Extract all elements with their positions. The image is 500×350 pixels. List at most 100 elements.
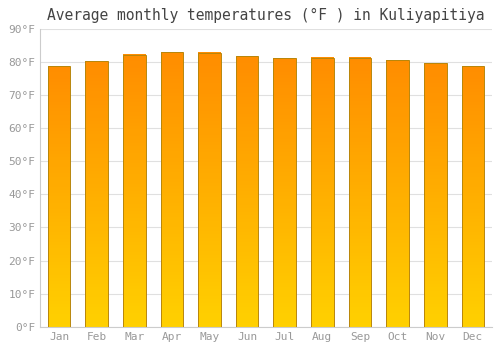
Bar	[236, 124, 258, 127]
Bar	[86, 260, 108, 264]
Bar	[274, 193, 296, 196]
Bar	[424, 314, 446, 317]
Bar	[274, 65, 296, 68]
Bar	[236, 80, 258, 83]
Bar	[198, 316, 221, 320]
Bar	[236, 114, 258, 117]
Bar	[198, 131, 221, 135]
Bar	[424, 116, 446, 119]
Bar	[348, 172, 372, 175]
Bar	[462, 265, 484, 268]
Bar	[462, 82, 484, 85]
Bar	[48, 92, 70, 95]
Bar	[236, 168, 258, 171]
Bar	[86, 214, 108, 217]
Bar	[198, 97, 221, 100]
Bar	[311, 88, 334, 91]
Bar	[236, 208, 258, 212]
Bar	[236, 323, 258, 327]
Bar	[274, 300, 296, 303]
Bar	[123, 323, 146, 327]
Bar	[236, 131, 258, 134]
Bar	[348, 229, 372, 232]
Bar	[236, 56, 258, 327]
Bar	[48, 307, 70, 310]
Bar	[123, 95, 146, 99]
Bar	[48, 193, 70, 196]
Bar	[462, 304, 484, 307]
Bar	[274, 125, 296, 129]
Bar	[160, 120, 183, 124]
Bar	[86, 78, 108, 82]
Bar	[311, 101, 334, 105]
Bar	[236, 171, 258, 175]
Bar	[86, 297, 108, 300]
Bar	[236, 262, 258, 266]
Bar	[274, 108, 296, 112]
Bar	[236, 269, 258, 273]
Bar	[424, 178, 446, 182]
Bar	[198, 279, 221, 282]
Bar	[48, 95, 70, 98]
Bar	[311, 196, 334, 199]
Bar	[86, 207, 108, 211]
Bar	[86, 68, 108, 71]
Bar	[311, 313, 334, 317]
Bar	[462, 183, 484, 187]
Bar	[462, 131, 484, 134]
Bar	[348, 61, 372, 64]
Bar	[311, 165, 334, 169]
Bar	[123, 313, 146, 317]
Bar	[274, 85, 296, 89]
Bar	[311, 169, 334, 172]
Bar	[160, 131, 183, 134]
Bar	[86, 134, 108, 138]
Bar	[386, 240, 409, 243]
Bar	[123, 194, 146, 197]
Bar	[462, 258, 484, 261]
Bar	[386, 303, 409, 307]
Bar	[274, 62, 296, 65]
Bar	[348, 74, 372, 78]
Bar	[86, 280, 108, 284]
Bar	[86, 144, 108, 148]
Bar	[348, 115, 372, 118]
Bar	[48, 268, 70, 271]
Bar	[424, 264, 446, 267]
Bar	[86, 62, 108, 327]
Bar	[386, 220, 409, 223]
Bar	[311, 192, 334, 196]
Bar	[424, 245, 446, 248]
Bar	[386, 76, 409, 80]
Bar	[123, 252, 146, 256]
Bar	[48, 261, 70, 265]
Bar	[274, 92, 296, 95]
Bar	[462, 284, 484, 288]
Bar	[236, 90, 258, 93]
Bar	[123, 184, 146, 187]
Bar	[274, 239, 296, 243]
Bar	[348, 236, 372, 239]
Bar	[160, 179, 183, 182]
Bar	[123, 119, 146, 122]
Bar	[348, 178, 372, 182]
Bar	[311, 310, 334, 313]
Bar	[274, 68, 296, 72]
Bar	[424, 93, 446, 96]
Bar	[198, 114, 221, 118]
Bar	[236, 293, 258, 296]
Bar	[386, 237, 409, 240]
Bar	[123, 197, 146, 201]
Bar	[274, 98, 296, 102]
Bar	[236, 283, 258, 286]
Bar	[462, 274, 484, 278]
Bar	[48, 69, 70, 72]
Bar	[48, 203, 70, 206]
Bar	[311, 323, 334, 327]
Bar	[123, 109, 146, 112]
Bar	[86, 171, 108, 174]
Bar	[198, 94, 221, 97]
Bar	[198, 100, 221, 104]
Bar	[348, 186, 372, 189]
Bar	[274, 142, 296, 146]
